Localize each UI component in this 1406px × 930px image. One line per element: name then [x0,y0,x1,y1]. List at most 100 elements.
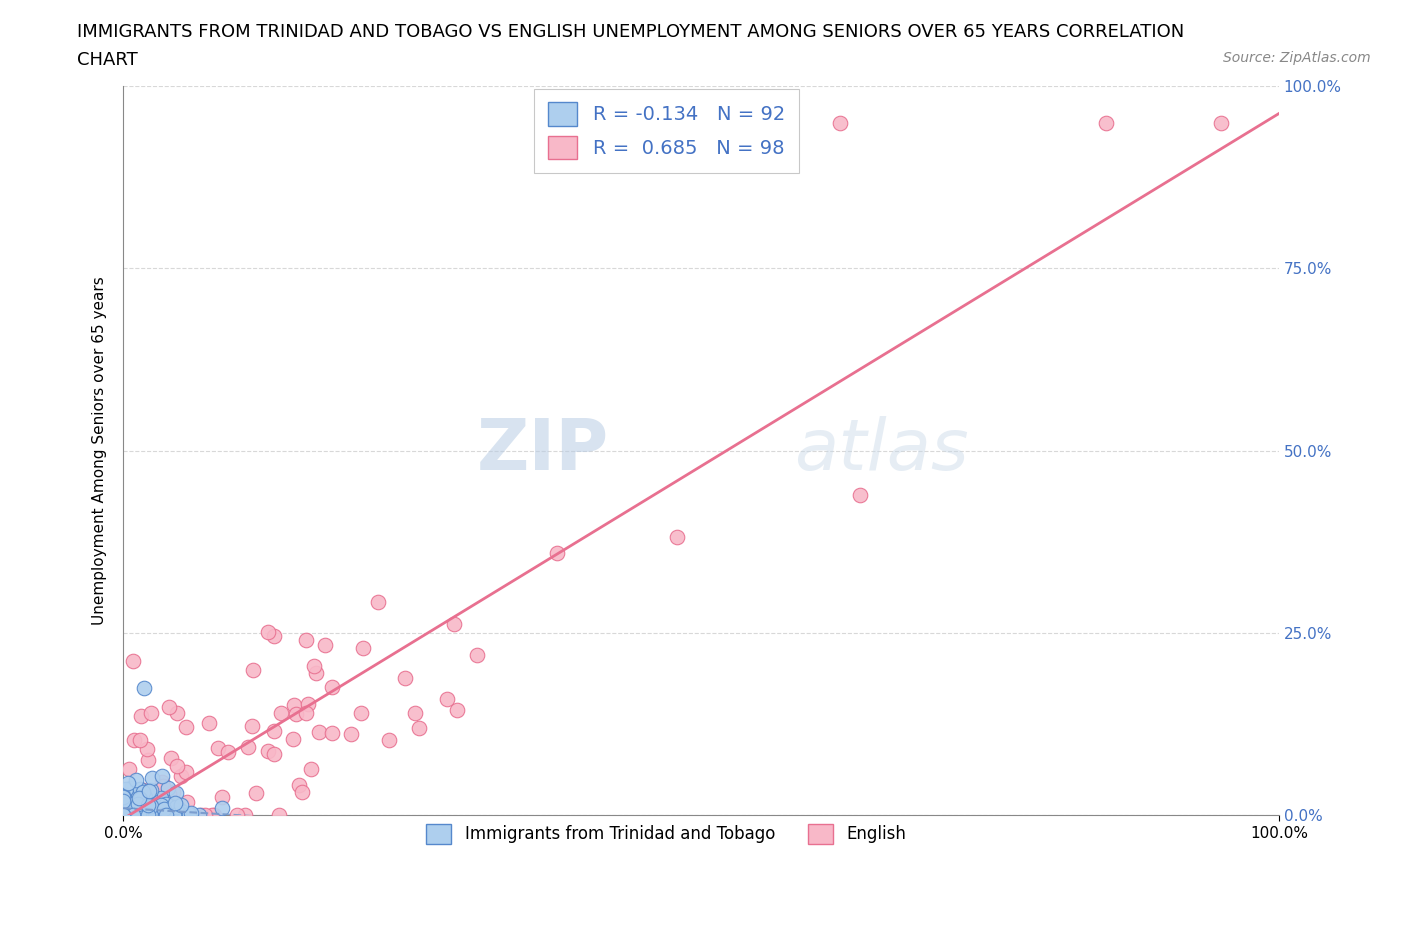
Point [136,752,159,767]
Legend: Immigrants from Trinidad and Tobago, English: Immigrants from Trinidad and Tobago, Eng… [419,817,914,851]
Point [136,808,159,823]
Point [233,808,256,823]
Point [125,808,148,823]
Point [170,769,193,784]
Point [128,791,150,806]
Point [291,785,314,800]
Point [139,808,162,823]
Point [152,808,174,823]
Point [141,782,163,797]
Point [257,743,280,758]
Point [136,798,159,813]
Point [112,808,135,823]
Point [163,802,186,817]
Point [180,805,202,820]
Point [122,808,145,823]
Point [828,115,851,130]
Point [134,785,156,800]
Point [153,808,176,823]
Point [378,733,401,748]
Point [201,808,224,823]
Point [120,792,142,807]
Point [167,804,190,819]
Point [297,697,319,711]
Point [165,800,187,815]
Point [1211,115,1233,130]
Point [194,807,217,822]
Point [120,808,142,823]
Point [446,703,468,718]
Text: CHART: CHART [77,51,138,69]
Point [257,624,280,639]
Point [263,628,285,643]
Point [112,808,135,823]
Point [149,808,172,823]
Point [125,802,148,817]
Point [131,785,153,800]
Point [112,808,135,823]
Point [135,808,157,823]
Point [163,808,186,823]
Point [135,806,157,821]
Point [120,780,142,795]
Text: atlas: atlas [793,417,969,485]
Point [127,797,149,812]
Point [124,808,146,823]
Point [467,648,489,663]
Point [122,733,145,748]
Point [125,798,148,813]
Point [145,808,167,823]
Point [156,808,179,823]
Point [263,747,285,762]
Y-axis label: Unemployment Among Seniors over 65 years: Unemployment Among Seniors over 65 years [93,276,107,625]
Point [150,808,173,823]
Point [299,761,322,776]
Point [132,805,155,820]
Point [112,790,135,804]
Point [394,671,416,685]
Point [283,698,305,712]
Point [128,790,150,805]
Point [118,802,141,817]
Point [340,727,363,742]
Point [352,641,374,656]
Point [138,785,160,800]
Point [128,781,150,796]
Point [156,808,179,823]
Point [131,804,153,819]
Point [436,691,458,706]
Point [128,733,150,748]
Point [139,805,162,820]
Point [120,796,142,811]
Point [112,793,135,808]
Point [285,707,308,722]
Point [112,793,135,808]
Point [152,779,174,794]
Point [132,783,155,798]
Point [166,808,188,823]
Point [443,617,465,631]
Point [112,787,135,802]
Point [145,808,167,823]
Point [287,777,309,792]
Point [270,705,292,720]
Text: Source: ZipAtlas.com: Source: ZipAtlas.com [1223,51,1371,65]
Point [202,808,225,823]
Point [129,709,152,724]
Point [238,739,260,754]
Point [211,790,233,804]
Point [120,808,142,823]
Point [127,789,149,804]
Point [141,798,163,813]
Point [138,784,160,799]
Point [160,808,183,823]
Point [152,808,174,823]
Point [263,724,285,738]
Point [129,808,152,823]
Point [173,808,195,823]
Point [404,706,426,721]
Point [118,808,141,823]
Point [112,787,135,802]
Point [139,790,162,804]
Point [177,806,200,821]
